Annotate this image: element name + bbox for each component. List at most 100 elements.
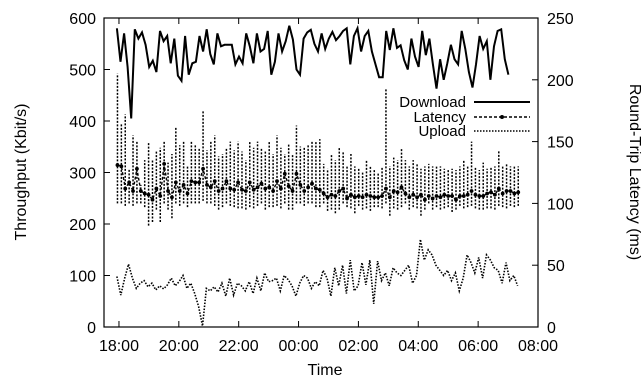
latency-point: [275, 179, 279, 184]
latency-point: [127, 180, 132, 185]
x-tick-label: 06:00: [458, 338, 498, 355]
x-tick-label: 08:00: [518, 338, 558, 355]
x-axis-label: Time: [308, 362, 343, 379]
latency-point: [282, 171, 287, 176]
latency-point: [395, 190, 400, 195]
x-tick-label: 20:00: [159, 338, 199, 355]
latency-point: [208, 185, 213, 190]
latency-point: [317, 187, 322, 192]
latency-point: [278, 186, 283, 191]
latency-point: [442, 192, 447, 197]
latency-point: [290, 189, 295, 193]
latency-point: [185, 191, 190, 196]
latency-point: [512, 191, 517, 196]
latency-point: [298, 182, 303, 187]
latency-point: [142, 191, 147, 196]
upload-line: [116, 239, 519, 327]
latency-point: [461, 194, 466, 198]
latency-point: [232, 187, 237, 192]
latency-point: [465, 192, 470, 197]
latency-point: [426, 194, 431, 198]
legend-swatch-point: [500, 115, 504, 119]
latency-point: [212, 179, 217, 184]
y-right-tick-label: 250: [547, 11, 574, 28]
latency-point: [415, 195, 419, 200]
x-tick-label: 00:00: [279, 338, 319, 355]
legend-label: Latency: [413, 109, 466, 126]
latency-point: [259, 181, 264, 186]
latency-point: [360, 195, 365, 200]
latency-point: [337, 189, 342, 193]
latency-point: [341, 186, 346, 191]
latency-point: [387, 195, 392, 200]
latency-point: [446, 194, 451, 198]
latency-point: [228, 186, 233, 191]
y-right-tick-label: 200: [547, 73, 574, 90]
latency-point: [419, 192, 423, 197]
latency-point: [251, 187, 256, 192]
latency-point: [489, 190, 493, 195]
latency-point: [243, 189, 248, 193]
latency-point: [119, 164, 124, 169]
y-axis-left-label: Throughput (Kbit/s): [13, 104, 30, 241]
latency-point: [508, 189, 513, 193]
latency-point: [158, 194, 163, 198]
latency-point: [469, 189, 474, 193]
latency-point: [177, 189, 182, 193]
latency-point: [236, 180, 240, 185]
latency-point: [422, 197, 427, 202]
latency-point: [154, 186, 159, 191]
latency-point: [131, 189, 135, 193]
latency-point: [504, 189, 509, 193]
latency-point: [216, 189, 221, 193]
latency-point: [384, 186, 388, 191]
latency-point: [481, 194, 486, 198]
latency-point: [403, 191, 408, 196]
latency-point: [201, 166, 205, 171]
latency-point: [430, 196, 435, 201]
latency-point: [454, 197, 458, 202]
latency-point: [376, 195, 381, 200]
y-left-tick-label: 600: [69, 11, 96, 28]
latency-point: [189, 179, 194, 184]
latency-point: [477, 194, 482, 198]
legend-label: Upload: [418, 123, 466, 140]
latency-point: [302, 189, 307, 193]
y-left-tick-label: 300: [69, 166, 96, 183]
latency-point: [197, 180, 202, 185]
latency-point: [314, 186, 318, 191]
x-tick-label: 04:00: [398, 338, 438, 355]
latency-point: [450, 194, 454, 198]
latency-point: [166, 189, 170, 193]
y-axis-right-label: Round-Trip Latency (ms): [626, 84, 641, 260]
x-tick-label: 18:00: [99, 338, 139, 355]
latency-point: [345, 196, 349, 201]
latency-point: [438, 195, 443, 200]
latency-point: [150, 197, 155, 202]
y-left-tick-label: 400: [69, 114, 96, 131]
latency-point: [485, 191, 490, 196]
latency-point: [434, 194, 439, 198]
latency-point: [391, 189, 396, 193]
latency-point: [220, 186, 225, 191]
latency-point: [146, 192, 151, 197]
y-left-tick-label: 100: [69, 269, 96, 286]
latency-point: [138, 189, 143, 193]
latency-point: [173, 180, 178, 185]
latency-point: [263, 186, 268, 191]
y-left-tick-label: 500: [69, 63, 96, 80]
latency-point: [352, 195, 357, 200]
latency-point: [329, 192, 334, 197]
latency-point: [135, 166, 139, 171]
legend-label: Download: [399, 94, 466, 111]
latency-point: [115, 163, 120, 167]
x-tick-label: 02:00: [338, 338, 378, 355]
latency-point: [516, 190, 521, 195]
latency-point: [181, 182, 186, 187]
latency-point: [368, 194, 373, 198]
latency-point: [356, 194, 361, 198]
latency-point: [123, 186, 128, 191]
axes-layer: 0 100 200 300 400 500 600 0 50 100 150 200 250 18:00 2…: [69, 11, 574, 355]
latency-point: [255, 185, 260, 190]
